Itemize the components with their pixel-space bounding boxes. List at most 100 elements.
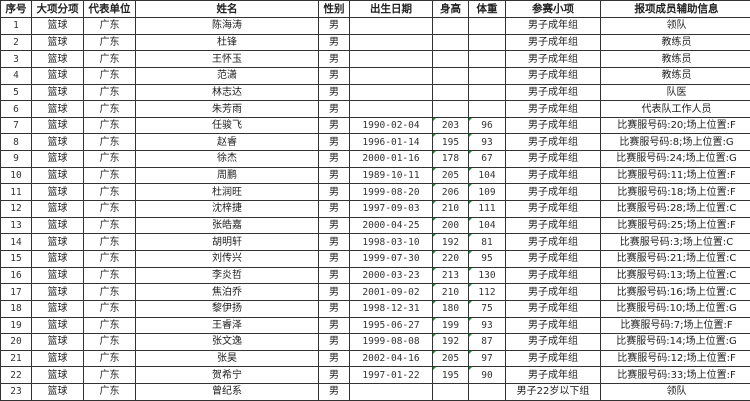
cell-height[interactable]: 178 <box>433 151 469 168</box>
cell-name[interactable]: 黎伊扬 <box>136 300 319 317</box>
cell-info[interactable]: 教练员 <box>601 67 750 84</box>
cell-unit[interactable]: 广东 <box>84 284 136 301</box>
cell-gender[interactable]: 男 <box>319 18 350 35</box>
cell-gender[interactable]: 男 <box>319 250 350 267</box>
cell-unit[interactable]: 广东 <box>84 317 136 334</box>
cell-event[interactable]: 男子成年组 <box>506 300 601 317</box>
cell-category[interactable]: 篮球 <box>32 184 84 201</box>
cell-event[interactable]: 男子成年组 <box>506 350 601 367</box>
cell-event[interactable]: 男子成年组 <box>506 317 601 334</box>
cell-gender[interactable]: 男 <box>319 184 350 201</box>
cell-weight[interactable]: 111 <box>469 201 506 218</box>
cell-info[interactable]: 教练员 <box>601 51 750 68</box>
cell-index[interactable]: 18 <box>1 300 32 317</box>
cell-category[interactable]: 篮球 <box>32 300 84 317</box>
header-col-name[interactable]: 姓名 <box>136 1 319 18</box>
cell-index[interactable]: 12 <box>1 201 32 218</box>
header-col-unit[interactable]: 代表单位 <box>84 1 136 18</box>
cell-event[interactable]: 男子成年组 <box>506 101 601 118</box>
cell-index[interactable]: 3 <box>1 51 32 68</box>
cell-info[interactable]: 比赛服号码:21;场上位置:C <box>601 250 750 267</box>
cell-unit[interactable]: 广东 <box>84 167 136 184</box>
cell-weight[interactable]: 93 <box>469 317 506 334</box>
cell-unit[interactable]: 广东 <box>84 234 136 251</box>
cell-index[interactable]: 1 <box>1 18 32 35</box>
cell-category[interactable]: 篮球 <box>32 217 84 234</box>
cell-unit[interactable]: 广东 <box>84 34 136 51</box>
cell-gender[interactable]: 男 <box>319 384 350 401</box>
cell-birthdate[interactable] <box>350 84 433 101</box>
cell-birthdate[interactable] <box>350 51 433 68</box>
cell-height[interactable] <box>433 67 469 84</box>
header-col-height[interactable]: 身高 <box>433 1 469 18</box>
cell-height[interactable]: 205 <box>433 350 469 367</box>
cell-info[interactable]: 比赛服号码:7;场上位置:F <box>601 317 750 334</box>
cell-info[interactable]: 队医 <box>601 84 750 101</box>
cell-birthdate[interactable]: 1996-01-14 <box>350 134 433 151</box>
cell-name[interactable]: 周鹏 <box>136 167 319 184</box>
cell-birthdate[interactable] <box>350 34 433 51</box>
cell-weight[interactable]: 97 <box>469 350 506 367</box>
cell-weight[interactable]: 93 <box>469 134 506 151</box>
cell-index[interactable]: 22 <box>1 367 32 384</box>
cell-gender[interactable]: 男 <box>319 350 350 367</box>
cell-name[interactable]: 赵睿 <box>136 134 319 151</box>
cell-unit[interactable]: 广东 <box>84 117 136 134</box>
cell-height[interactable]: 210 <box>433 284 469 301</box>
cell-weight[interactable] <box>469 84 506 101</box>
cell-info[interactable]: 比赛服号码:8;场上位置:G <box>601 134 750 151</box>
cell-category[interactable]: 篮球 <box>32 151 84 168</box>
cell-info[interactable]: 比赛服号码:28;场上位置:C <box>601 201 750 218</box>
cell-gender[interactable]: 男 <box>319 167 350 184</box>
cell-index[interactable]: 9 <box>1 151 32 168</box>
cell-name[interactable]: 张皓嘉 <box>136 217 319 234</box>
cell-birthdate[interactable]: 1997-09-03 <box>350 201 433 218</box>
cell-event[interactable]: 男子成年组 <box>506 18 601 35</box>
cell-event[interactable]: 男子成年组 <box>506 334 601 351</box>
cell-name[interactable]: 任骏飞 <box>136 117 319 134</box>
cell-weight[interactable]: 95 <box>469 250 506 267</box>
cell-info[interactable]: 比赛服号码:20;场上位置:F <box>601 117 750 134</box>
cell-category[interactable]: 篮球 <box>32 51 84 68</box>
cell-gender[interactable]: 男 <box>319 117 350 134</box>
cell-height[interactable]: 203 <box>433 117 469 134</box>
cell-birthdate[interactable]: 1999-07-30 <box>350 250 433 267</box>
cell-height[interactable]: 180 <box>433 300 469 317</box>
cell-unit[interactable]: 广东 <box>84 367 136 384</box>
cell-unit[interactable]: 广东 <box>84 84 136 101</box>
cell-event[interactable]: 男子成年组 <box>506 234 601 251</box>
cell-birthdate[interactable]: 1989-10-11 <box>350 167 433 184</box>
cell-unit[interactable]: 广东 <box>84 67 136 84</box>
header-col-gender[interactable]: 性别 <box>319 1 350 18</box>
cell-category[interactable]: 篮球 <box>32 284 84 301</box>
cell-unit[interactable]: 广东 <box>84 51 136 68</box>
cell-birthdate[interactable]: 1999-08-20 <box>350 184 433 201</box>
cell-gender[interactable]: 男 <box>319 267 350 284</box>
cell-category[interactable]: 篮球 <box>32 317 84 334</box>
cell-event[interactable]: 男子成年组 <box>506 201 601 218</box>
cell-weight[interactable]: 112 <box>469 284 506 301</box>
cell-event[interactable]: 男子成年组 <box>506 184 601 201</box>
cell-gender[interactable]: 男 <box>319 284 350 301</box>
cell-event[interactable]: 男子成年组 <box>506 267 601 284</box>
cell-birthdate[interactable]: 1990-02-04 <box>350 117 433 134</box>
cell-weight[interactable]: 90 <box>469 367 506 384</box>
cell-info[interactable]: 比赛服号码:12;场上位置:F <box>601 350 750 367</box>
header-col-event[interactable]: 参赛小项 <box>506 1 601 18</box>
header-col-info[interactable]: 报项成员辅助信息 <box>601 1 750 18</box>
cell-unit[interactable]: 广东 <box>84 350 136 367</box>
cell-index[interactable]: 19 <box>1 317 32 334</box>
cell-index[interactable]: 20 <box>1 334 32 351</box>
cell-name[interactable]: 张昊 <box>136 350 319 367</box>
cell-category[interactable]: 篮球 <box>32 18 84 35</box>
cell-height[interactable] <box>433 84 469 101</box>
cell-info[interactable]: 比赛服号码:18;场上位置:F <box>601 184 750 201</box>
cell-weight[interactable]: 87 <box>469 334 506 351</box>
cell-unit[interactable]: 广东 <box>84 101 136 118</box>
cell-height[interactable] <box>433 384 469 401</box>
cell-unit[interactable]: 广东 <box>84 334 136 351</box>
cell-weight[interactable]: 75 <box>469 300 506 317</box>
cell-event[interactable]: 男子成年组 <box>506 84 601 101</box>
cell-info[interactable]: 领队 <box>601 384 750 401</box>
cell-unit[interactable]: 广东 <box>84 18 136 35</box>
